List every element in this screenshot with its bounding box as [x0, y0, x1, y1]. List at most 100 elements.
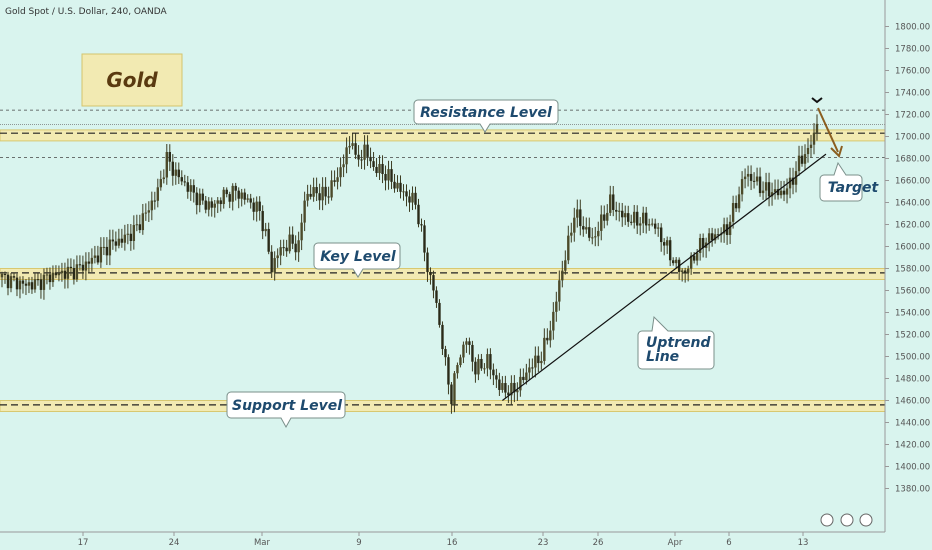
candle-body	[54, 272, 58, 276]
candle-body	[177, 169, 180, 178]
uptrend-line[interactable]	[502, 153, 827, 401]
candle-body	[576, 209, 579, 218]
time-tick-label: 24	[169, 538, 180, 548]
candle-body	[528, 367, 531, 373]
candle-body	[788, 177, 792, 189]
candle-body	[591, 237, 594, 239]
candle-body	[39, 279, 43, 290]
key-level-callout: Key Level	[313, 242, 401, 278]
time-tick-label: 26	[593, 538, 604, 548]
level-zone-band	[0, 129, 886, 142]
candle-body	[69, 266, 73, 269]
candle-body	[276, 255, 279, 259]
projection-arrowhead-icon	[830, 145, 843, 158]
candle-body	[782, 190, 786, 195]
candle-body	[60, 270, 64, 274]
candle-body	[674, 259, 678, 264]
time-tick-label: 9	[356, 538, 361, 548]
event-flag-icon[interactable]	[820, 513, 834, 527]
candle-body	[671, 260, 675, 264]
candle-body	[198, 193, 201, 206]
candle-body	[192, 185, 195, 193]
candle-body	[659, 227, 663, 243]
candle-body	[489, 354, 492, 370]
candle-body	[417, 204, 420, 225]
support-callout-bubble	[226, 391, 346, 429]
candle-body	[531, 367, 534, 369]
symbol-title: Gold Spot / U.S. Dollar, 240, OANDA	[5, 7, 168, 17]
candle-body	[18, 280, 22, 290]
candle-body	[42, 274, 46, 290]
event-icons[interactable]	[820, 513, 873, 527]
candle-body	[222, 189, 225, 205]
event-flag-icon[interactable]	[859, 513, 873, 527]
level-zone-band	[0, 268, 886, 280]
event-flag-icon[interactable]	[840, 513, 854, 527]
gold-badge: Gold	[81, 53, 183, 107]
candle-body	[582, 226, 585, 230]
candle-body	[546, 337, 549, 341]
candle-body	[648, 224, 651, 226]
candle-body	[126, 233, 130, 235]
candle-body	[441, 324, 444, 350]
candle-body	[57, 273, 61, 276]
candle-body	[651, 223, 654, 225]
candle-body	[363, 144, 366, 160]
target-callout-bubble	[819, 161, 863, 202]
candle-body	[171, 161, 174, 176]
candle-body	[474, 361, 477, 375]
candle-body	[108, 239, 112, 256]
price-tick-label: 1580.00	[895, 265, 930, 275]
candle-body	[573, 217, 576, 233]
candle-body	[381, 163, 384, 175]
candle-body	[36, 279, 40, 281]
time-tick-label: 16	[447, 538, 458, 548]
candle-body	[273, 258, 276, 273]
candle-body	[312, 187, 315, 197]
candle-body	[665, 240, 669, 246]
candle-body	[30, 282, 34, 290]
time-tick-label: Mar	[254, 538, 271, 548]
candle-body	[111, 239, 115, 242]
candle-body	[737, 194, 741, 209]
candle-body	[129, 233, 133, 241]
candle-body	[351, 143, 354, 146]
candle-body	[405, 191, 408, 197]
candle-body	[662, 242, 666, 246]
candle-body	[297, 240, 300, 253]
target-callout: Target	[819, 161, 880, 202]
key-level-callout-bubble	[313, 242, 401, 278]
price-tick-label: 1440.00	[895, 419, 930, 429]
candle-body	[378, 163, 381, 174]
candle-body	[315, 187, 318, 194]
candle-body	[240, 192, 243, 199]
candle-body	[731, 203, 735, 222]
candle-body	[174, 169, 177, 176]
candle-body	[327, 196, 330, 198]
price-axis[interactable]: 1380.00 1400.00 1420.00 1440.00 1460.00 1480.…	[884, 0, 930, 532]
candle-body	[713, 234, 717, 241]
candle-body	[423, 225, 426, 253]
candle-body	[692, 255, 696, 261]
candle-body	[486, 354, 489, 369]
candle-body	[66, 266, 70, 279]
candle-body	[246, 198, 249, 200]
candle-body	[594, 236, 597, 238]
candle-body	[420, 224, 423, 226]
time-axis[interactable]: 17 24 Mar 9 16 23 26 Apr 6 13	[0, 531, 885, 548]
candle-body	[102, 246, 106, 248]
price-tick-label: 1620.00	[895, 221, 930, 231]
candle-body	[366, 144, 369, 157]
candle-body	[84, 261, 88, 271]
candle-body	[444, 349, 447, 358]
candle-body	[390, 169, 393, 182]
candle-body	[770, 192, 774, 197]
candle-body	[776, 189, 780, 196]
candle-body	[210, 201, 213, 208]
candle-body	[636, 211, 639, 226]
candle-body	[612, 194, 615, 210]
candle-body	[360, 159, 363, 161]
gold-badge-box	[81, 53, 183, 107]
candle-body	[267, 228, 270, 252]
